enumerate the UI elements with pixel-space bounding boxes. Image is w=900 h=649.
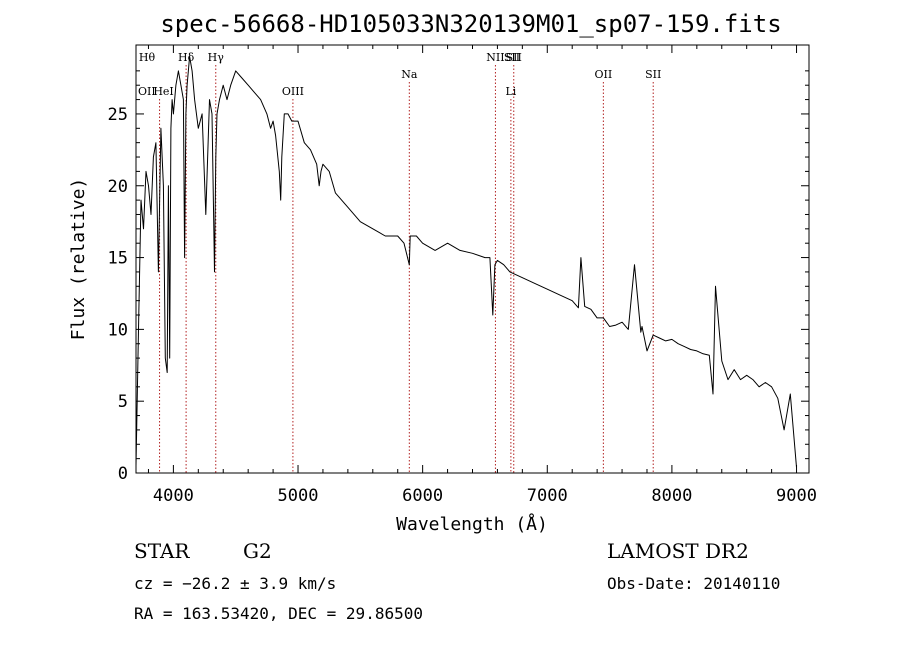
- spectrum-series: [135, 56, 797, 468]
- x-tick-label: 4000: [153, 486, 194, 506]
- x-axis-ticks: 4000 5000 6000 7000 8000 9000: [147, 45, 817, 506]
- line-label: SII: [645, 68, 661, 81]
- y-tick-label: 0: [118, 464, 128, 484]
- x-tick-label: 7000: [527, 486, 568, 506]
- y-tick-label: 5: [118, 392, 128, 412]
- line-label: SII: [506, 51, 522, 64]
- x-tick-label: 6000: [402, 486, 443, 506]
- chart-title: spec-56668-HD105033N320139M01_sp07-159.f…: [160, 10, 781, 38]
- line-label: HeI: [153, 85, 173, 98]
- y-tick-label: 20: [108, 177, 128, 197]
- plot-frame: [135, 44, 810, 474]
- y-tick-label: 25: [108, 105, 128, 125]
- line-label: OII: [595, 68, 613, 81]
- line-label: OIII: [282, 85, 304, 98]
- line-label: Na: [401, 68, 418, 81]
- y-tick-label: 10: [108, 320, 128, 340]
- x-tick-label: 8000: [651, 486, 692, 506]
- line-label: Hγ: [208, 51, 225, 64]
- x-tick-label: 5000: [278, 486, 319, 506]
- object-class: STAR: [134, 539, 190, 563]
- line-label: SII: [504, 51, 520, 64]
- survey-name: LAMOST DR2: [607, 539, 749, 563]
- x-axis-label: Wavelength (Å): [396, 513, 548, 535]
- observation-date: Obs-Date: 20140110: [607, 574, 780, 593]
- coordinates: RA = 163.53420, DEC = 29.86500: [134, 604, 423, 623]
- x-tick-label: 9000: [776, 486, 817, 506]
- line-label: Li: [505, 85, 516, 98]
- y-axis-label: Flux (relative): [68, 178, 89, 341]
- y-axis-ticks: 0 5 10 15 20 25: [108, 70, 809, 484]
- line-label: NII: [486, 51, 504, 64]
- line-label: Hδ: [178, 51, 195, 64]
- spectral-line-markers: [159, 65, 654, 473]
- redshift-velocity: cz = −26.2 ± 3.9 km/s: [134, 574, 336, 593]
- spectrum-line: [135, 56, 797, 468]
- line-label: OII: [138, 85, 156, 98]
- y-tick-label: 15: [108, 249, 128, 269]
- line-label: Hθ: [139, 51, 156, 64]
- object-subclass: G2: [243, 539, 272, 563]
